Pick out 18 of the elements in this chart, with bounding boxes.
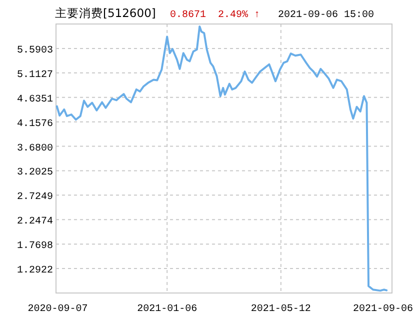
text: 0.8671 <box>170 10 206 21</box>
x-tick-label: 2021-09-06 <box>352 304 413 315</box>
title: 主要消费[512600] <box>55 6 156 20</box>
x-tick-label: 2021-05-12 <box>250 304 311 315</box>
y-tick-label: 2.2474 <box>16 216 53 228</box>
text: 2021-09-06 15:00 <box>278 10 374 21</box>
text: 2.49% ↑ <box>218 10 260 21</box>
y-tick-label: 1.2922 <box>16 266 53 277</box>
x-tick-label: 2021-01-06 <box>137 304 198 315</box>
x-tick-label: 2020-09-07 <box>28 304 88 315</box>
y-tick-label: 4.6351 <box>16 94 53 106</box>
y-tick-label: 2.7249 <box>16 192 53 204</box>
y-tick-label: 3.2025 <box>16 168 53 179</box>
y-tick-label: 3.6800 <box>16 143 53 154</box>
y-tick-label: 5.1127 <box>16 70 53 81</box>
y-tick-label: 5.5903 <box>16 45 53 56</box>
y-tick-label: 1.7698 <box>16 241 53 252</box>
y-tick-label: 4.1576 <box>16 118 53 130</box>
